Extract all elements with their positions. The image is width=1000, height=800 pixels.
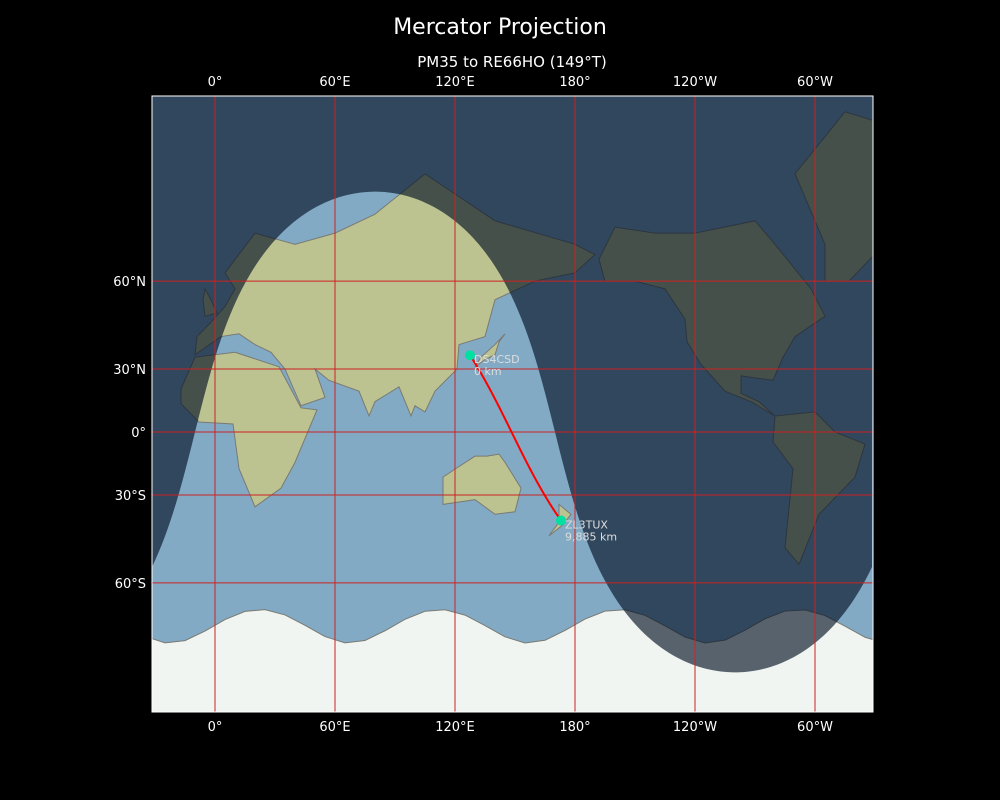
station-callsign: ZL3TUX xyxy=(565,518,608,531)
daylight-region xyxy=(152,191,873,712)
landmass-australia xyxy=(442,453,522,515)
station-callsign: DS4CSD xyxy=(474,353,520,366)
y-tick-label: 60°S xyxy=(115,577,146,592)
x-tick-label-top: 60°E xyxy=(319,75,350,90)
x-tick-label-top: 60°W xyxy=(797,75,833,90)
x-tick-label-bottom: 0° xyxy=(208,720,223,735)
axis-ticks: 0° 0° 60°E 60°E 120°E 120°E 180° 180° 120°W 120°W… xyxy=(113,75,833,735)
landmass-japan xyxy=(474,333,506,368)
x-tick-label-top: 180° xyxy=(559,75,590,90)
y-tick-label: 60°N xyxy=(113,275,146,290)
x-tick-label-bottom: 120°W xyxy=(673,720,717,735)
y-tick-label: 30°S xyxy=(115,489,146,504)
figure-title: Mercator Projection xyxy=(393,15,607,40)
x-tick-label-bottom: 120°E xyxy=(435,720,475,735)
station-marker[interactable] xyxy=(556,515,566,526)
station-distance: 0 km xyxy=(474,365,502,378)
x-tick-label-top: 0° xyxy=(208,75,223,90)
y-tick-label: 0° xyxy=(131,426,146,441)
great-circle-path xyxy=(469,354,562,522)
x-tick-label-bottom: 60°E xyxy=(319,720,350,735)
map-subtitle: PM35 to RE66HO (149°T) xyxy=(417,53,607,71)
station-marker[interactable] xyxy=(465,350,475,361)
x-tick-label-top: 120°E xyxy=(435,75,475,90)
map-frame xyxy=(151,95,874,713)
station-distance: 9,885 km xyxy=(565,530,617,543)
y-tick-label: 30°N xyxy=(113,363,146,378)
x-tick-label-bottom: 180° xyxy=(559,720,590,735)
x-tick-label-bottom: 60°W xyxy=(797,720,833,735)
x-tick-label-top: 120°W xyxy=(673,75,717,90)
night-region xyxy=(152,96,873,673)
